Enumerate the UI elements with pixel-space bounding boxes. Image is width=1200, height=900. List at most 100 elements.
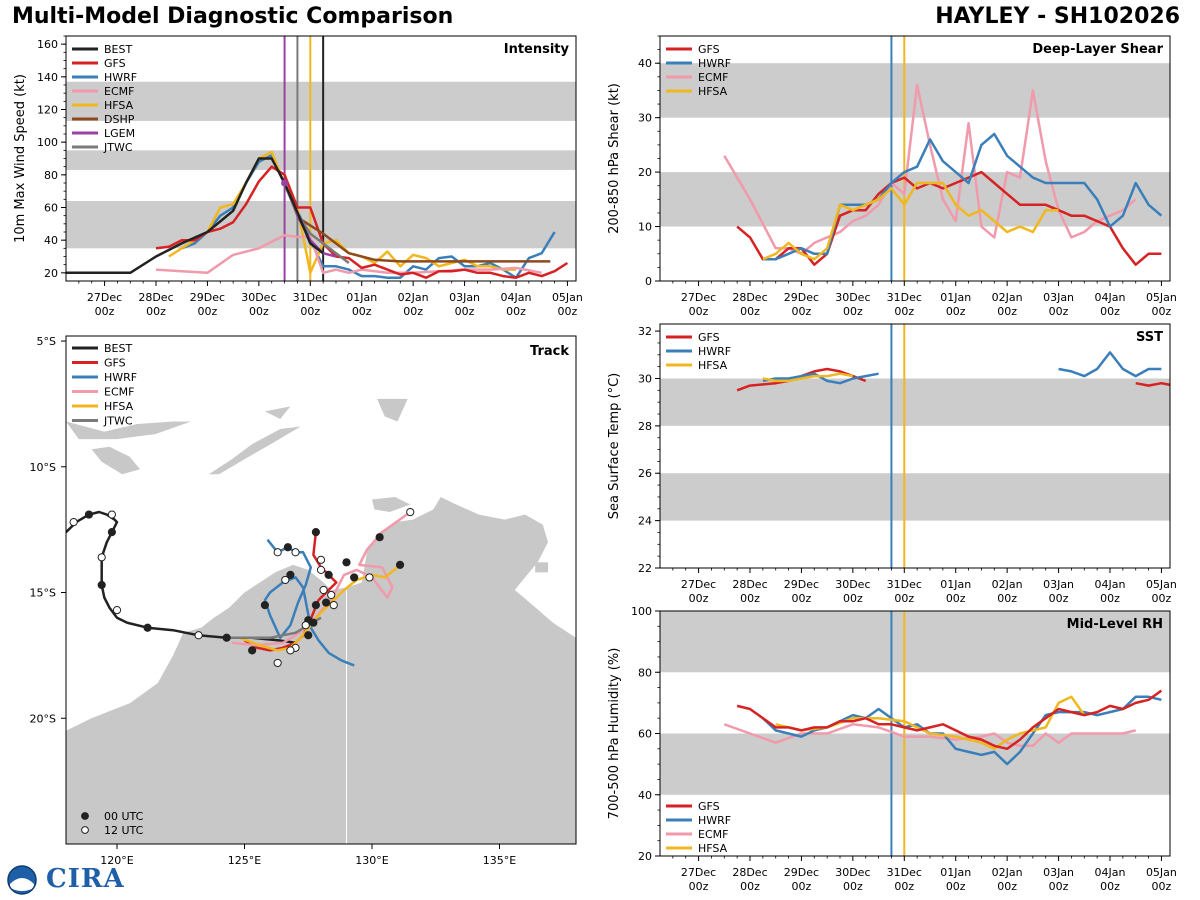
legend-label: ECMF <box>104 386 134 399</box>
track-point-00utc <box>311 600 320 610</box>
track-point-12utc <box>273 658 282 668</box>
y-tick-label: 40 <box>44 234 58 247</box>
x-tick-label: 00z <box>1049 305 1069 318</box>
legend-label: GFS <box>104 357 126 370</box>
plot-frame <box>65 335 577 845</box>
legend-label: LGEM <box>104 127 135 140</box>
track-point-12utc <box>112 606 122 615</box>
x-tick-label: 00z <box>689 305 709 318</box>
x-tick-label: 00z <box>455 305 475 318</box>
legend-label: DSHP <box>104 113 135 126</box>
legend-label: HWRF <box>104 371 137 384</box>
track-point-12utc <box>286 646 295 655</box>
x-tick-label: 135°E <box>483 854 516 867</box>
page-title: Multi-Model Diagnostic Comparison <box>12 4 454 29</box>
x-tick-label: 04Jan <box>501 291 532 304</box>
series-hwrf-line <box>762 132 1163 261</box>
x-tick-label: 27Dec <box>681 866 716 879</box>
x-tick-label: 00z <box>506 305 526 318</box>
x-tick-label: 00z <box>1049 880 1069 893</box>
storm-id-title: HAYLEY - SH102026 <box>935 4 1180 29</box>
y-tick-label: 100 <box>37 136 58 149</box>
track-point-00utc <box>283 543 292 552</box>
plot-frame <box>65 35 577 282</box>
track-point-00utc <box>143 623 152 632</box>
x-tick-label: 00z <box>740 880 760 893</box>
marker-legend-label: 00 UTC <box>104 810 144 823</box>
panel-title: SST <box>1136 330 1163 345</box>
x-tick-label: 00z <box>689 880 709 893</box>
panel-title: Track <box>530 344 569 359</box>
x-tick-label: 00z <box>95 305 115 318</box>
intensity-band <box>660 733 1170 795</box>
x-tick-label: 120°E <box>100 854 133 867</box>
x-tick-label: 00z <box>1100 305 1120 318</box>
x-tick-label: 00z <box>894 592 914 605</box>
y-tick-label: 32 <box>638 325 652 338</box>
legend-label: HWRF <box>698 57 731 70</box>
y-tick-label: 22 <box>638 562 652 575</box>
x-tick-label: 04Jan <box>1095 866 1126 879</box>
x-tick-label: 00z <box>558 305 578 318</box>
track-point-00utc <box>311 528 320 537</box>
legend-label: ECMF <box>698 828 728 841</box>
x-tick-label: 00z <box>146 305 166 318</box>
x-tick-label: 28Dec <box>732 866 767 879</box>
track-point-00utc <box>84 510 94 519</box>
track-point-00utc <box>322 598 331 607</box>
y-tick-label: 80 <box>44 169 58 182</box>
y-tick-label: 10°S <box>30 461 56 474</box>
x-tick-label: 00z <box>1100 592 1120 605</box>
track-point-12utc <box>365 573 374 582</box>
x-tick-label: 00z <box>792 305 812 318</box>
legend-label: GFS <box>698 43 720 56</box>
series-group <box>66 150 569 279</box>
series-marker <box>281 179 289 187</box>
track-point-00utc <box>350 573 359 582</box>
track-point-00utc <box>97 580 106 590</box>
track-point-00utc <box>107 528 117 537</box>
track-point-12utc <box>107 510 117 519</box>
series-gfs-line <box>736 689 1163 751</box>
x-tick-label: 02Jan <box>398 291 429 304</box>
legend-label: HFSA <box>698 85 728 98</box>
track-point-00utc <box>304 631 313 640</box>
legend-label: BEST <box>104 342 132 355</box>
x-tick-label: 00z <box>843 880 863 893</box>
series-best-line <box>66 157 324 275</box>
x-tick-label: 02Jan <box>992 291 1023 304</box>
track-point-00utc <box>222 633 231 642</box>
legend-label: HFSA <box>698 842 728 855</box>
y-tick-label: 160 <box>37 38 58 51</box>
x-tick-label: 27Dec <box>681 578 716 591</box>
legend-label: HWRF <box>698 814 731 827</box>
track-point-12utc <box>273 548 282 557</box>
y-axis-label: Sea Surface Temp (°C) <box>607 373 622 520</box>
track-point-12utc <box>329 600 338 610</box>
y-tick-label: 26 <box>638 467 652 480</box>
rh-panel: 2040608010027Dec00z28Dec00z29Dec00z30Dec… <box>607 605 1177 893</box>
series-group <box>723 83 1163 266</box>
y-axis-label: 200-850 hPa Shear (kt) <box>607 83 622 234</box>
x-tick-label: 02Jan <box>992 578 1023 591</box>
y-tick-label: 20 <box>638 166 652 179</box>
x-tick-label: 00z <box>997 305 1017 318</box>
panel-title: Mid-Level RH <box>1067 617 1163 632</box>
x-tick-label: 01Jan <box>940 578 971 591</box>
x-tick-label: 00z <box>689 592 709 605</box>
x-tick-label: 00z <box>1100 880 1120 893</box>
y-tick-label: 120 <box>37 104 58 117</box>
x-tick-label: 31Dec <box>887 866 922 879</box>
x-tick-label: 00z <box>1152 305 1172 318</box>
x-tick-label: 00z <box>997 880 1017 893</box>
intensity-band <box>660 172 1170 227</box>
noaa-logo-icon <box>7 865 37 895</box>
y-tick-label: 20 <box>638 850 652 863</box>
x-tick-label: 00z <box>792 880 812 893</box>
land-island <box>372 497 411 512</box>
legend-label: ECMF <box>104 85 134 98</box>
track-point-00utc <box>309 618 318 627</box>
series-gfs-line <box>1135 381 1170 387</box>
y-tick-label: 20°S <box>30 712 56 725</box>
x-tick-label: 29Dec <box>784 866 819 879</box>
